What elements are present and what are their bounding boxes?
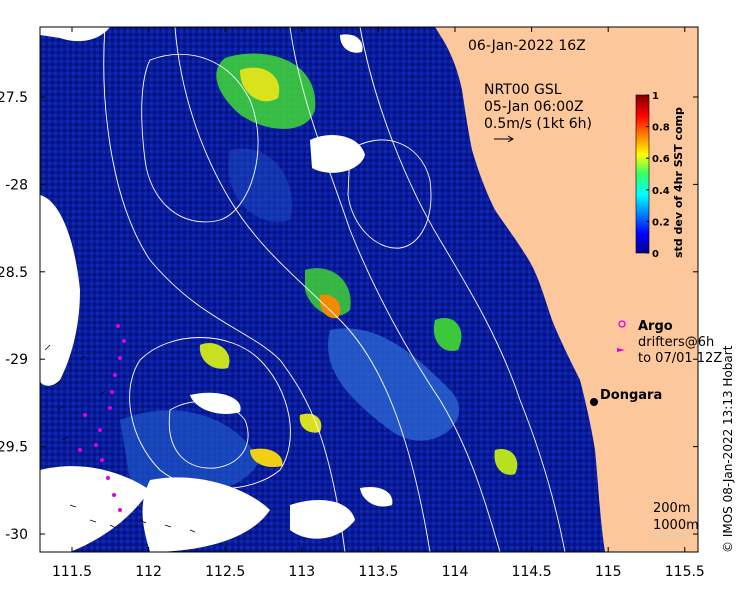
- product-label: NRT00 GSL: [484, 82, 562, 98]
- vector-scale-label: 0.5m/s (1kt 6h): [484, 116, 592, 132]
- colorbar-tick-label: 0.2: [652, 217, 670, 228]
- no-data-area: [190, 392, 241, 415]
- x-tick-label: 114: [442, 564, 469, 580]
- sst-hotspot: [299, 413, 322, 433]
- dongara-marker: [590, 398, 598, 406]
- eddy-contour: [141, 53, 259, 223]
- no-data-area: [142, 477, 270, 552]
- y-tick-label: -29: [5, 352, 28, 368]
- colorbar-tick-label: 0: [652, 249, 659, 260]
- drifter-tracks: [78, 324, 126, 512]
- colorbar-tick-label: 0.6: [652, 154, 670, 165]
- product-date-label: 05-Jan 06:00Z: [484, 99, 584, 115]
- eddy-contour: [129, 337, 291, 490]
- credit-label: © IMOS 08-Jan-2022 13:13 Hobart: [721, 345, 735, 553]
- y-tick-label: -28.5: [0, 265, 28, 281]
- x-tick-label: 114.5: [512, 564, 552, 580]
- sst-hotspot: [240, 67, 280, 102]
- colorbar-tick-label: 0.4: [652, 186, 670, 197]
- x-tick-label: 112: [135, 564, 162, 580]
- drifters-legend-label: drifters@6h: [638, 335, 714, 350]
- colorbar: [635, 94, 650, 254]
- map-plot-area: [40, 27, 698, 552]
- x-tick-label: 111.5: [52, 564, 92, 580]
- no-data-area: [360, 486, 393, 507]
- depth-contour: [359, 27, 566, 552]
- y-tick-label: -28: [5, 177, 28, 193]
- sst-patch: [228, 148, 292, 222]
- y-tick-label: -30: [5, 527, 28, 543]
- colorbar-axis: 0 0.2 0.4 0.6 0.8 1: [646, 91, 670, 260]
- dongara-label: Dongara: [600, 388, 662, 403]
- colorbar-tick-label: 0.8: [652, 123, 670, 134]
- no-data-area: [40, 27, 110, 42]
- x-tick-label: 115: [595, 564, 622, 580]
- depth-contour: [174, 27, 431, 552]
- x-tick-label: 113.5: [358, 564, 398, 580]
- contour-label-200m: 200m: [653, 501, 690, 516]
- sst-patch: [328, 328, 460, 441]
- sst-patch: [120, 410, 260, 494]
- no-data-area: [340, 34, 363, 53]
- depth-contour: [289, 27, 501, 552]
- sst-hotspot: [433, 318, 462, 351]
- contour-label-1000m: 1000m: [653, 518, 699, 533]
- plot-frame: [39, 26, 699, 553]
- x-tick-label: 115.5: [665, 564, 705, 580]
- current-vectors: [44, 344, 196, 533]
- eddy-contour: [347, 139, 432, 249]
- colorbar-title: std dev of 4hr SST comp: [672, 107, 685, 258]
- sst-hotspot: [494, 449, 518, 475]
- colorbar-tick-label: 1: [652, 91, 659, 102]
- no-data-area: [40, 195, 80, 386]
- timestamp-label: 06-Jan-2022 16Z: [468, 38, 586, 54]
- drifter-legend-marker: [617, 348, 625, 352]
- y-tick-label: -29.5: [0, 440, 28, 456]
- y-axis: -27.5 -28 -28.5 -29 -29.5 -30: [0, 90, 698, 543]
- argo-legend-marker: [618, 320, 626, 328]
- x-tick-label: 112.5: [205, 564, 245, 580]
- sst-hotspot: [250, 448, 283, 468]
- drifters-legend-label-2: to 07/01 12Z: [638, 351, 722, 366]
- sst-hotspot: [319, 294, 341, 319]
- x-tick-label: 113: [288, 564, 315, 580]
- no-data-area: [40, 466, 150, 552]
- no-data-area: [310, 135, 365, 173]
- x-axis: 111.5 112 112.5 113 113.5 114 114.5 115 115.5: [52, 27, 705, 580]
- depth-contour: [103, 27, 346, 552]
- sst-hotspot: [199, 342, 230, 369]
- eddy-contour: [168, 400, 249, 469]
- y-tick-label: -27.5: [0, 90, 28, 106]
- vector-scale-arrow: [494, 135, 514, 143]
- land-area: [435, 27, 698, 552]
- argo-legend-label: Argo: [638, 319, 673, 334]
